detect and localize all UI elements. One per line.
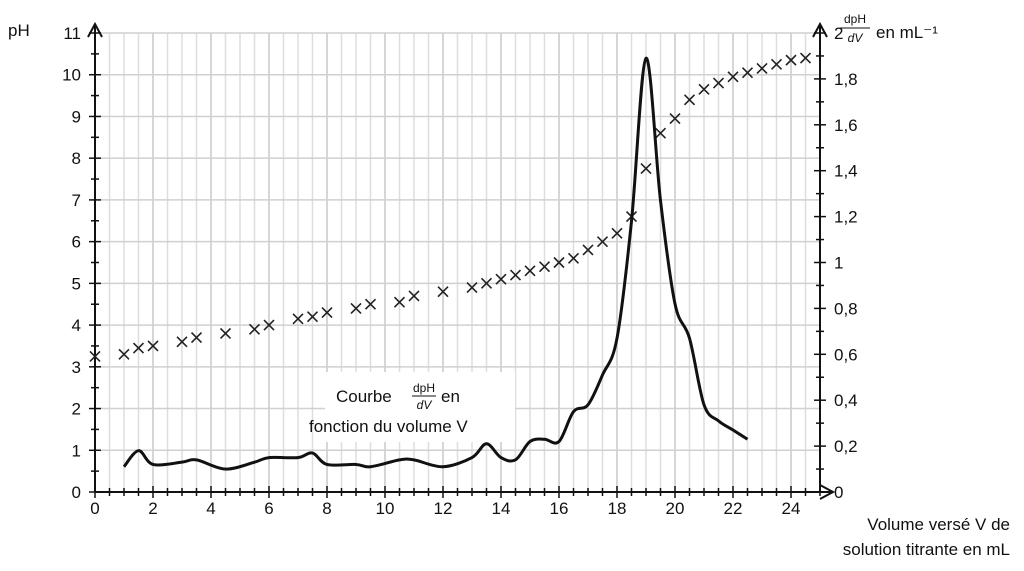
ph-point: [611, 227, 623, 239]
annotation-num: dpH: [413, 381, 435, 395]
x-tick-label: 16: [550, 499, 569, 518]
ph-point: [683, 94, 696, 106]
y-left-tick-label: 4: [72, 316, 81, 335]
ph-point: [567, 252, 580, 264]
ph-point: [393, 296, 406, 308]
y-right-label-unit: en mL⁻¹: [876, 23, 938, 42]
x-tick-label: 10: [376, 499, 395, 518]
ph-point: [466, 281, 478, 294]
ph-point: [741, 67, 754, 79]
ph-point: [190, 332, 203, 344]
ph-point: [582, 244, 594, 256]
ph-point: [306, 311, 319, 323]
annotation-pre: Courbe: [336, 387, 392, 406]
y-left-tick-label: 8: [72, 149, 81, 168]
ph-point: [524, 265, 536, 277]
y-left-tick-label: 1: [72, 441, 81, 460]
y-right-tick-label: 0,8: [834, 299, 858, 318]
ph-point: [538, 261, 551, 273]
y-left-tick-label: 11: [63, 24, 81, 43]
x-tick-label: 6: [264, 499, 273, 518]
y-left-tick-label: 5: [72, 274, 81, 293]
y-right-label-den: dV: [848, 31, 864, 45]
x-arrow: [819, 484, 836, 500]
ph-point: [408, 290, 420, 302]
x-tick-label: 2: [148, 499, 157, 518]
y-left-label: pH: [8, 21, 30, 40]
ph-point: [118, 348, 130, 360]
y-right-tick-label: 0,6: [834, 345, 858, 364]
y-left-tick-label: 10: [62, 66, 81, 85]
x-tick-label: 14: [492, 499, 511, 518]
marks: [89, 52, 812, 471]
y-right-tick-label: 0: [834, 483, 843, 502]
annotation-post: en: [441, 387, 460, 406]
ph-point: [669, 112, 681, 125]
ph-point: [495, 273, 507, 285]
ph-point: [263, 319, 275, 331]
ph-point: [553, 256, 565, 269]
x-tick-label: 8: [322, 499, 331, 518]
ph-point: [147, 340, 159, 352]
x-label-line2: solution titrante en mL: [843, 540, 1010, 559]
annotation-den: dV: [417, 398, 433, 412]
y-left-tick-label: 6: [72, 233, 81, 252]
ph-point: [596, 236, 609, 248]
y-left-tick-label: 9: [72, 107, 81, 126]
y-left-tick-label: 3: [72, 358, 81, 377]
ph-point: [132, 342, 145, 354]
x-tick-label: 24: [782, 499, 801, 518]
ph-point: [698, 83, 710, 95]
ph-point: [321, 307, 333, 319]
ph-point: [248, 323, 261, 335]
annotation-line2: fonction du volume V: [309, 417, 468, 436]
ph-point: [712, 77, 725, 89]
x-tick-label: 18: [608, 499, 627, 518]
ph-point: [219, 327, 232, 340]
ph-point: [727, 71, 739, 83]
ph-point: [756, 62, 768, 75]
y-left-tick-label: 0: [72, 483, 81, 502]
x-tick-label: 4: [206, 499, 215, 518]
y-left-tick-label: 7: [72, 191, 81, 210]
y-left-tick-label: 2: [72, 400, 81, 419]
ph-point: [364, 298, 377, 310]
ph-point: [350, 302, 362, 314]
y-right-label-num: dpH: [844, 12, 866, 26]
ph-point: [509, 269, 522, 281]
x-tick-label: 12: [434, 499, 453, 518]
ph-point: [437, 286, 449, 298]
ph-point: [89, 350, 101, 362]
x-tick-label: 0: [90, 499, 99, 518]
x-label-line1: Volume versé V de: [867, 515, 1010, 534]
ph-point: [292, 313, 304, 325]
axes: 0 2 4 6 8 10 12 14 16 18 20 22 240123456789101100,20…: [62, 21, 858, 518]
ph-point: [176, 336, 188, 348]
derivative-curve: [122, 56, 749, 471]
curve-annotation: Courbe dpH dV en fonction du volume V: [309, 372, 515, 442]
ph-point: [799, 52, 812, 64]
y-right-tick-label: 0,2: [834, 437, 858, 456]
ph-point: [640, 163, 652, 175]
y-right-tick-label: 1,6: [834, 116, 858, 135]
y-right-tick-label: 1,2: [834, 208, 858, 227]
x-tick-label: 22: [724, 499, 743, 518]
y-right-tick-label: 2: [834, 24, 843, 43]
ph-point: [770, 58, 783, 70]
x-tick-label: 20: [666, 499, 685, 518]
y-right-tick-label: 0,4: [834, 391, 858, 410]
ph-point: [654, 127, 667, 139]
ph-point: [480, 277, 493, 289]
ph-point: [785, 54, 797, 66]
y-right-tick-label: 1: [834, 254, 843, 273]
y-right-tick-label: 1,4: [834, 162, 858, 181]
y-right-tick-label: 1,8: [834, 70, 858, 89]
